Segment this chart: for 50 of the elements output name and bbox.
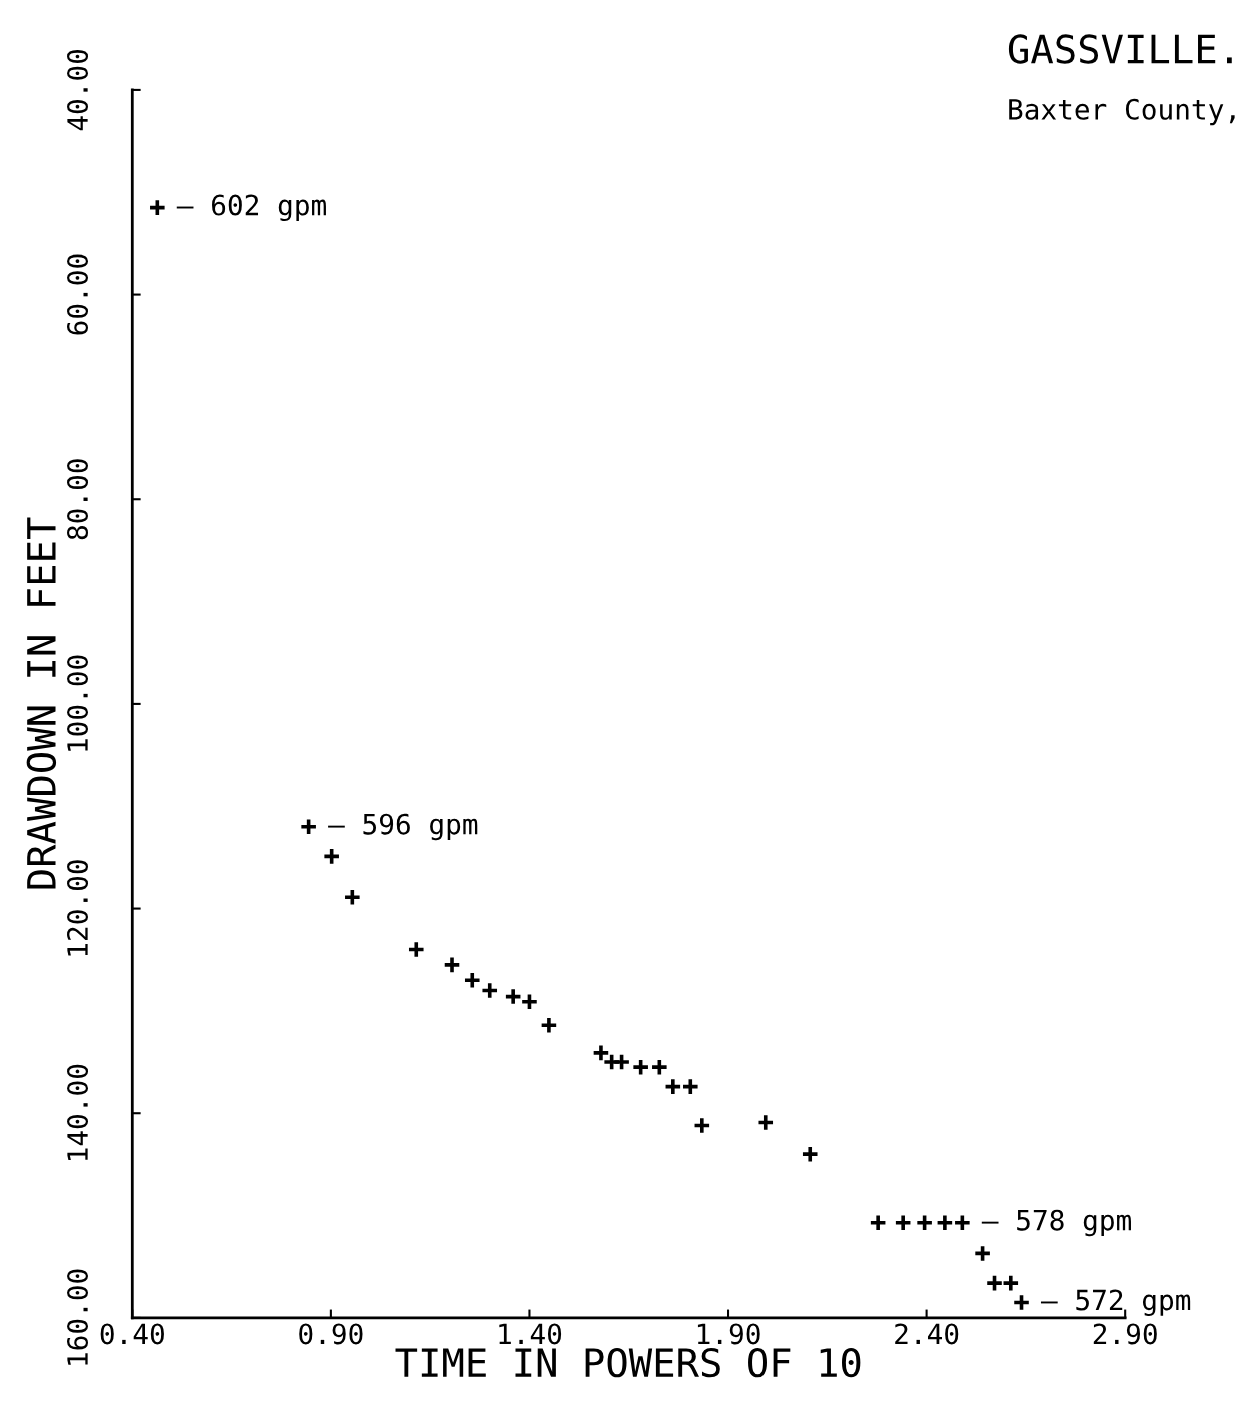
point (692, 1116, 711, 1135)
point (681, 1077, 700, 1096)
point (407, 940, 426, 959)
point (504, 987, 523, 1006)
x-tick-label: 2.40 (895, 1323, 959, 1345)
point (756, 1113, 775, 1132)
point (915, 1213, 934, 1232)
point (935, 1213, 954, 1232)
y-axis-title: DRAWDOWN IN FEET (26, 517, 57, 889)
annotation: — 578 gpm (981, 1209, 1131, 1237)
annotation: — 596 gpm (328, 813, 478, 841)
x-tick-label: 1.90 (697, 1323, 760, 1345)
y-tick-label: 40.00 (67, 49, 89, 131)
y-tick-label: 80.00 (67, 459, 89, 540)
point (442, 955, 462, 974)
point (894, 1213, 913, 1232)
point (148, 198, 167, 217)
x-tick-label: 0.40 (100, 1323, 164, 1345)
point (520, 992, 539, 1011)
point (663, 1077, 682, 1096)
chart-title: GASSVILLE. (1008, 34, 1232, 64)
point (343, 888, 362, 907)
point (612, 1052, 631, 1072)
point (322, 847, 341, 866)
point (631, 1058, 650, 1077)
point (591, 1043, 611, 1062)
y-tick-label: 140.00 (67, 1064, 89, 1161)
y-tick-label: 60.00 (67, 254, 89, 335)
annotation: — 602 gpm (176, 194, 326, 222)
point (480, 981, 499, 1000)
point (1001, 1274, 1020, 1293)
y-tick-label: 160.00 (67, 1269, 89, 1365)
y-tick-label: 100.00 (67, 655, 89, 751)
point (801, 1145, 820, 1164)
point (869, 1213, 888, 1232)
x-axis-title: TIME IN POWERS OF 10 (395, 1347, 861, 1378)
point (953, 1213, 972, 1232)
point (299, 817, 318, 836)
x-tick-label: 0.90 (299, 1323, 363, 1345)
chart-subtitle: Baxter County, (1009, 98, 1235, 126)
point (973, 1244, 992, 1263)
point (985, 1274, 1004, 1293)
point (539, 1016, 559, 1035)
x-tick-label: 1.40 (499, 1323, 562, 1345)
annotation: — 572 gpm (1040, 1289, 1191, 1317)
point (463, 971, 482, 990)
point (1012, 1293, 1031, 1312)
point (650, 1058, 669, 1077)
x-tick-label: 2.90 (1093, 1323, 1157, 1345)
y-tick-label: 120.00 (67, 860, 89, 956)
